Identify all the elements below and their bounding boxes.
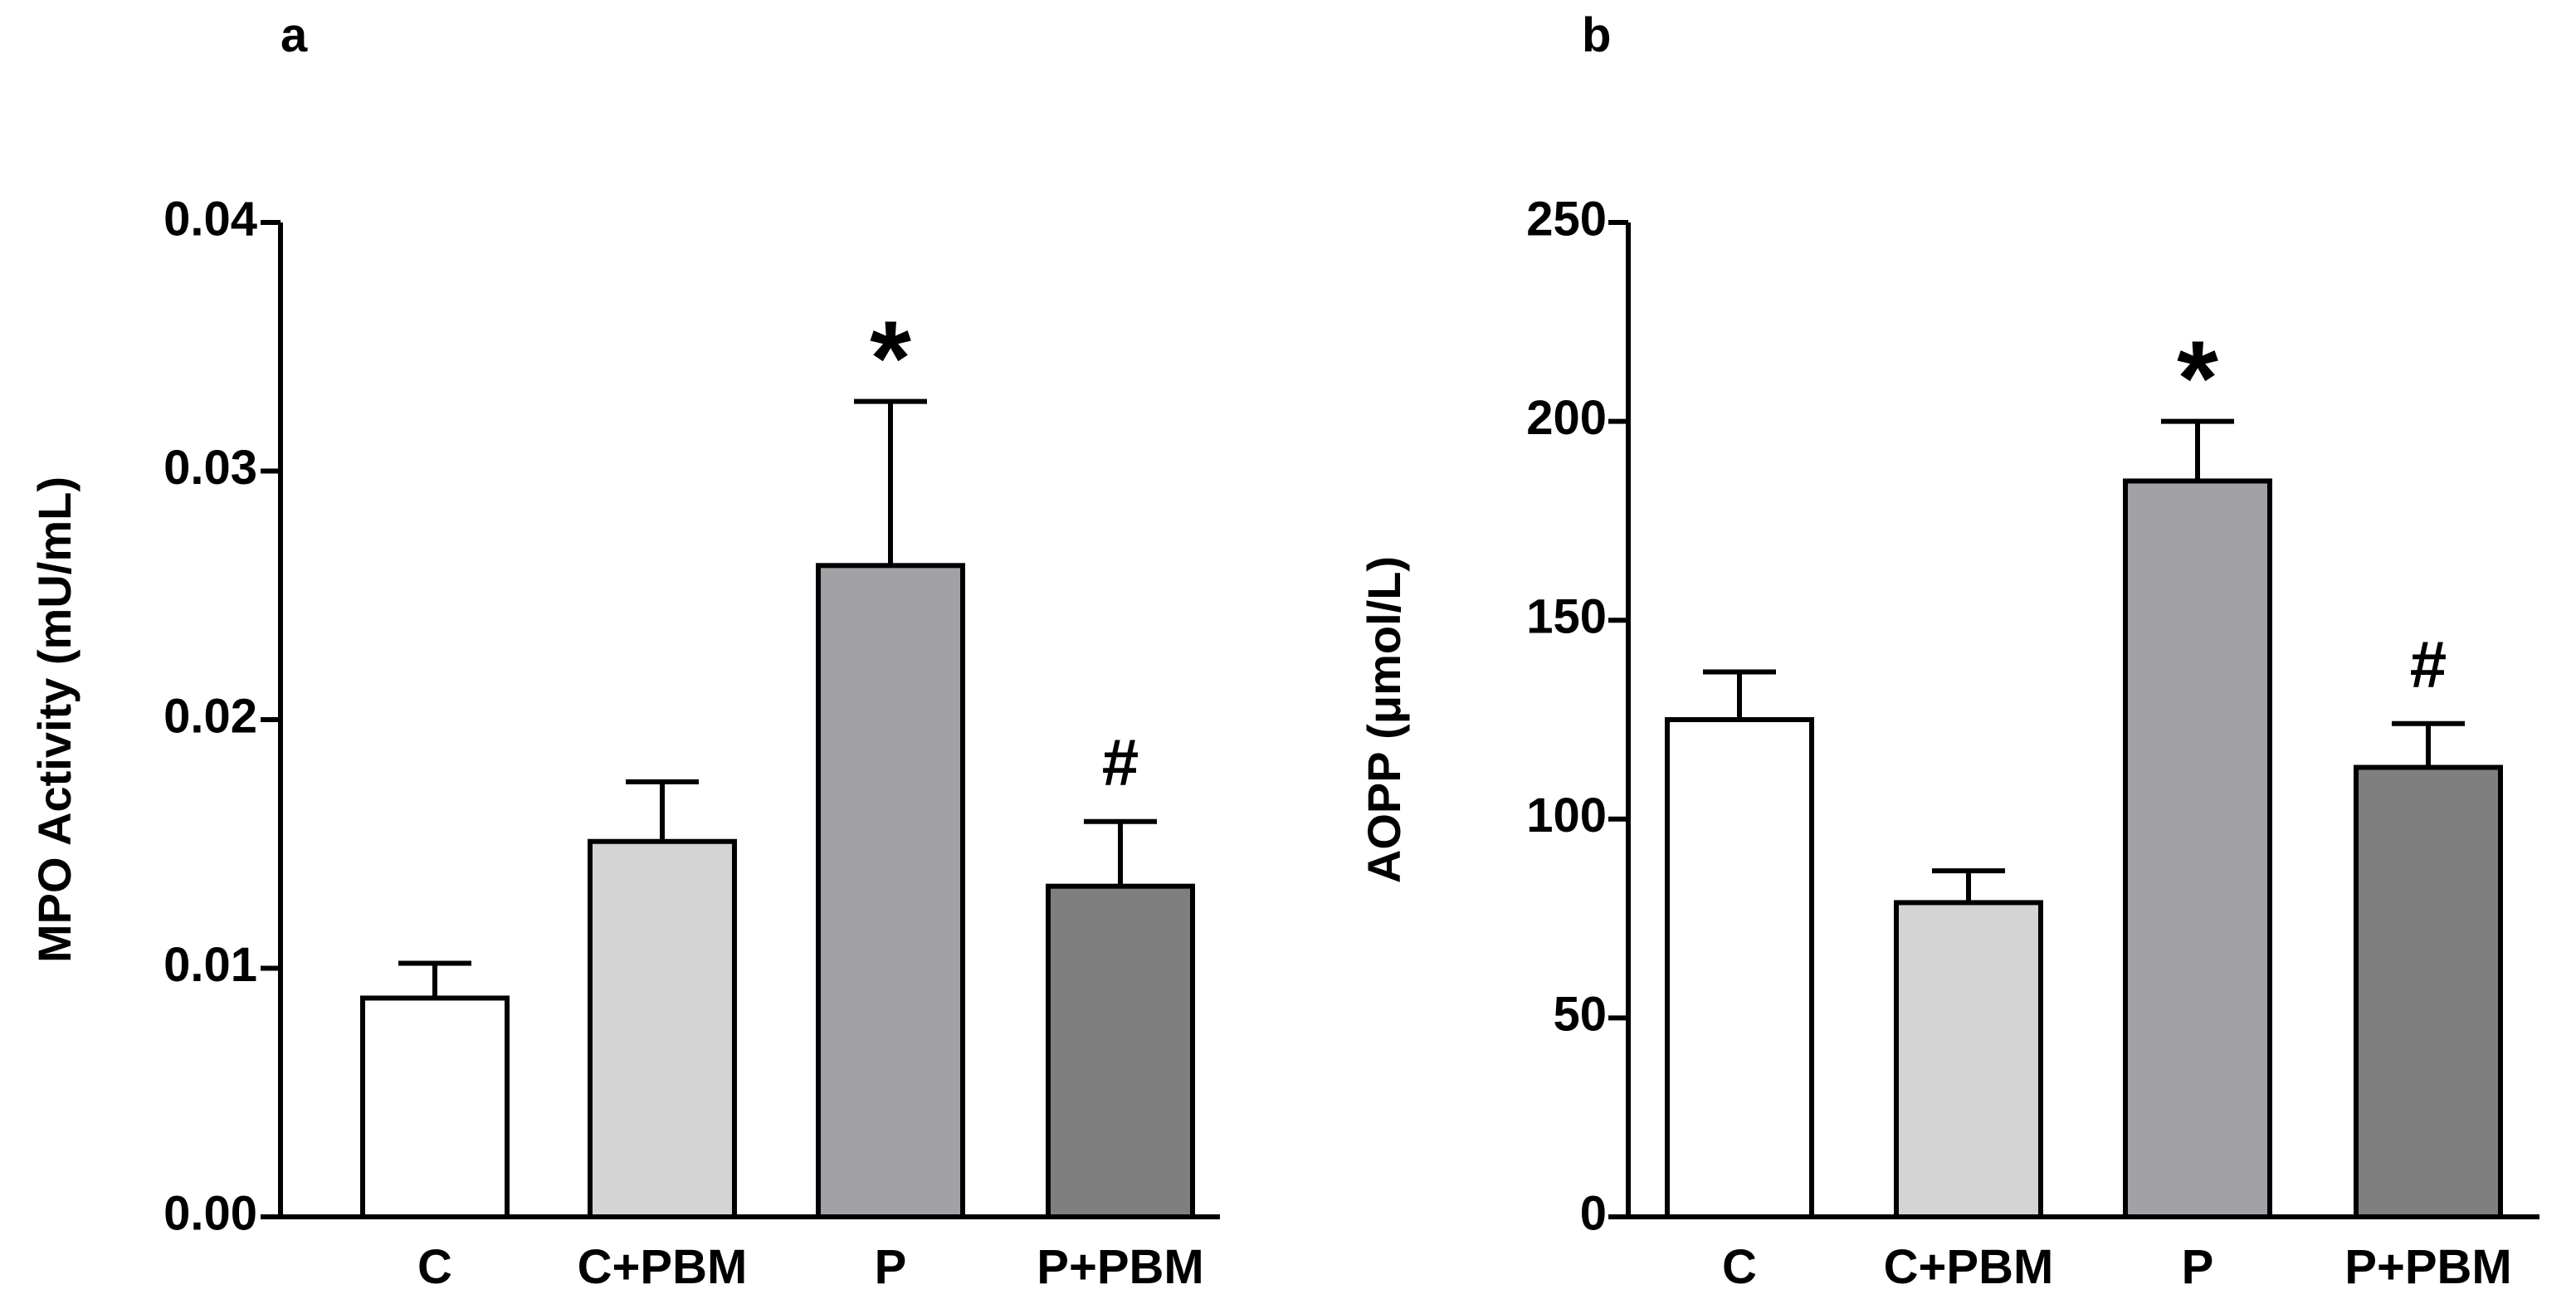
panel-a-significance-p-plus-pbm: # xyxy=(1102,725,1139,799)
panel-b-category-label-c: C xyxy=(1722,1240,1757,1294)
panel-b-category-label-p: P xyxy=(2182,1240,2214,1294)
panel-b-y-tick-label: 100 xyxy=(1526,789,1607,842)
panel-b-bar-p-plus-pbm xyxy=(2354,764,2503,1219)
panel-b-y-axis-title: AOPP (μmol/L) xyxy=(1358,556,1410,883)
panel-a-category-label-c-plus-pbm: C+PBM xyxy=(578,1240,748,1294)
panel-b-y-tick-label: 150 xyxy=(1526,590,1607,644)
panel-b-y-tick-label: 0 xyxy=(1580,1186,1607,1240)
panel-b-significance-p: * xyxy=(2177,320,2218,438)
panel-a-letter: a xyxy=(281,8,308,62)
panel-a-y-tick-label: 0.02 xyxy=(163,689,257,743)
panel-b-y-tick-label: 50 xyxy=(1553,988,1607,1042)
panel-a-significance-p: * xyxy=(870,300,911,418)
panel-a-y-tick-label: 0.01 xyxy=(163,938,257,992)
panel-b-significance-p-plus-pbm: # xyxy=(2410,628,2447,701)
panel-b-bar-p xyxy=(2123,478,2272,1219)
panel-b-category-label-c-plus-pbm: C+PBM xyxy=(1884,1240,2054,1294)
panel-a-y-axis-title: MPO Activity (mU/mL) xyxy=(28,476,80,963)
panel-a-category-label-p-plus-pbm: P+PBM xyxy=(1037,1240,1203,1294)
panel-b-letter: b xyxy=(1582,8,1611,62)
panel-a-y-tick-label: 0.00 xyxy=(163,1186,257,1240)
panel-b-y-tick-label: 250 xyxy=(1526,192,1607,246)
panel-a-bar-p-plus-pbm xyxy=(1046,883,1195,1220)
panel-a-y-tick-label: 0.03 xyxy=(163,441,257,495)
panel-b-bar-c xyxy=(1665,717,1814,1219)
panel-a-bar-c-plus-pbm xyxy=(588,838,737,1219)
panel-b-bar-c-plus-pbm xyxy=(1894,900,2043,1219)
panel-a-bar-p xyxy=(816,563,965,1219)
panel-a-y-tick-label: 0.04 xyxy=(163,192,257,246)
panel-b-chart: b AOPP (μmol/L) C C+PBM * P # P+PBM 0 50 100 150 200… xyxy=(1358,8,2539,1294)
panel-a-category-label-p: P xyxy=(875,1240,907,1294)
panel-a-category-label-c: C xyxy=(417,1240,452,1294)
panel-a-chart: a MPO Activity (mU/mL) C C+PBM * P # P+PBM 0.00 0… xyxy=(28,8,1220,1294)
panel-b-category-label-p-plus-pbm: P+PBM xyxy=(2344,1240,2511,1294)
panel-a-bar-c xyxy=(360,995,510,1219)
panel-b-y-tick-label: 200 xyxy=(1526,391,1607,445)
